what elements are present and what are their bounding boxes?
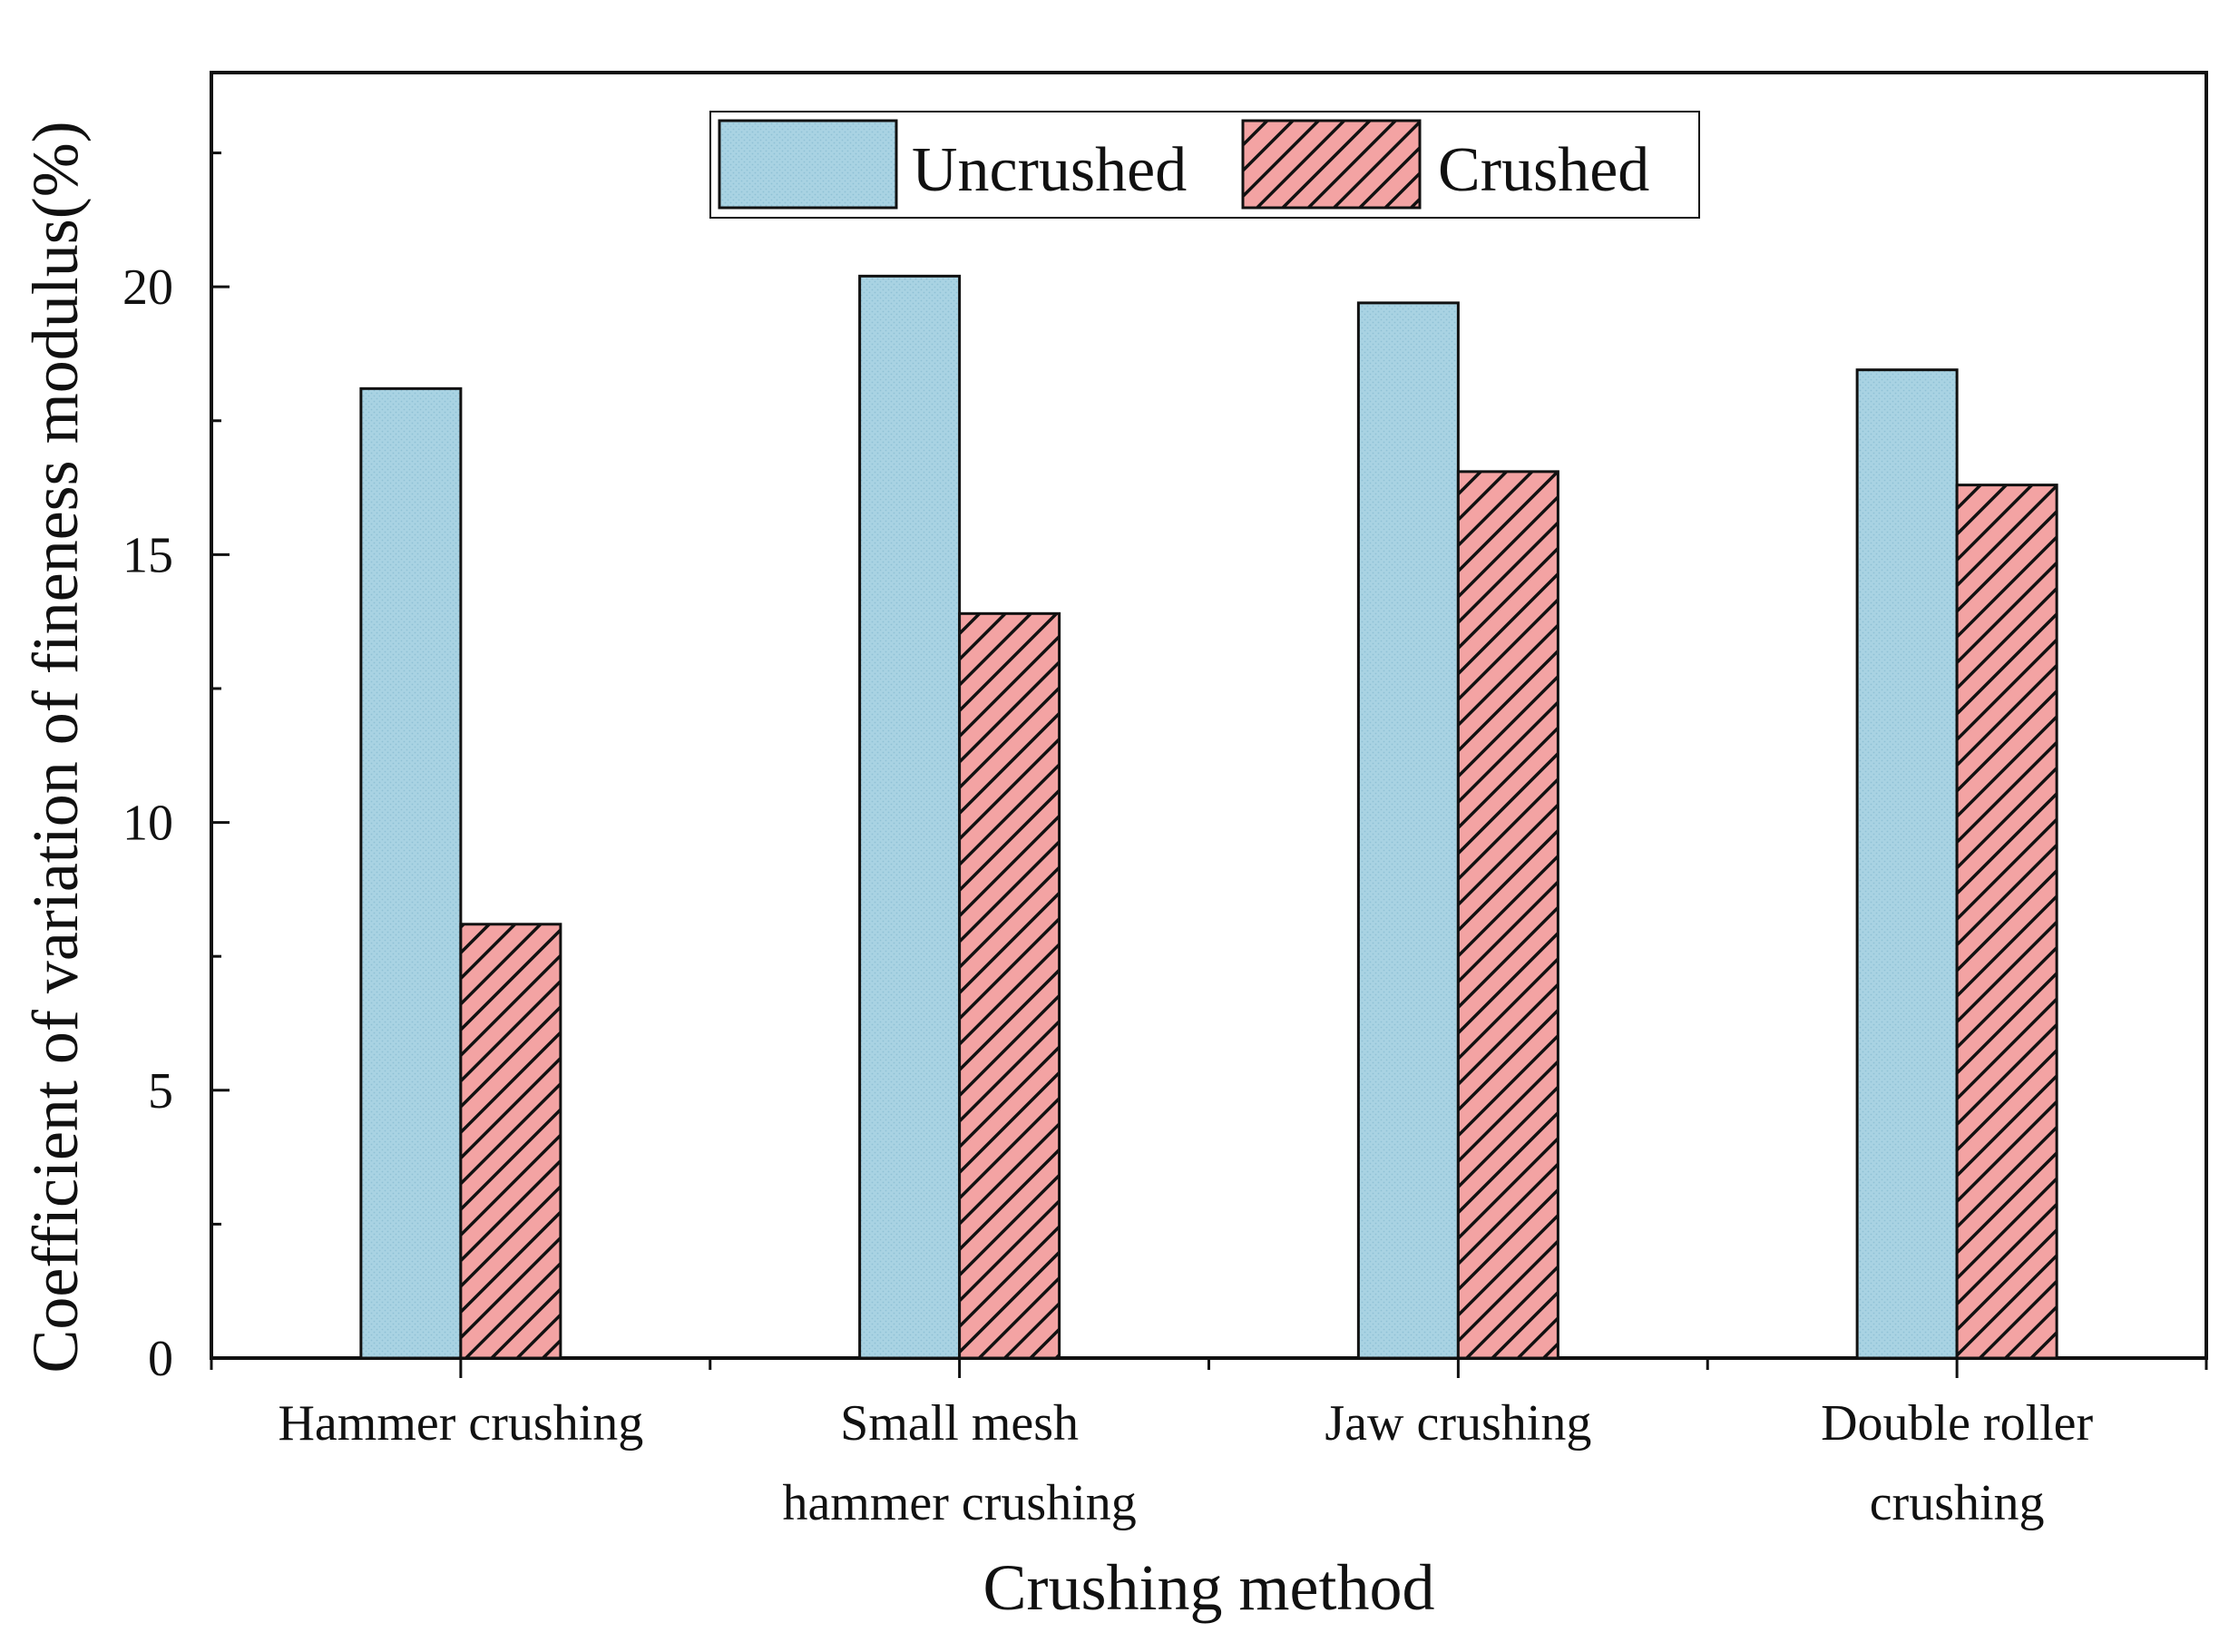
y-tick-label: 20 [122, 259, 173, 316]
bar-uncrushed-1 [359, 386, 463, 1360]
bar-crushed-4 [1955, 484, 2058, 1360]
x-category-label-line: Small mesh [840, 1395, 1079, 1452]
y-axis-title: Coefficient of variation of fineness mod… [19, 121, 92, 1373]
y-tick-label: 5 [148, 1063, 173, 1119]
x-category-label: Hammer crushing [278, 1395, 643, 1452]
y-tick-label: 10 [122, 796, 173, 852]
x-category-label-line: Jaw crushing [1325, 1395, 1591, 1452]
y-tick-label: 15 [122, 527, 173, 583]
x-axis-title: Crushing method [983, 1551, 1435, 1624]
legend-swatch-uncrushed [718, 119, 898, 210]
x-category-label-line: hammer crushing [782, 1475, 1136, 1531]
x-category-label-line: crushing [1870, 1475, 2045, 1531]
x-category-label: Small mesh hammer crushing [782, 1395, 1136, 1531]
bar-uncrushed-4 [1855, 368, 1959, 1360]
bar-crushed-2 [958, 611, 1061, 1360]
bar-crushed-1 [459, 923, 562, 1360]
legend: Uncrushed Crushed [709, 111, 1700, 219]
x-category-label-line: Double roller [1821, 1395, 2093, 1452]
legend-swatch-crushed [1241, 119, 1422, 210]
x-category-label-line: Hammer crushing [278, 1395, 643, 1452]
bar-uncrushed-2 [858, 274, 962, 1360]
bar-uncrushed-3 [1356, 301, 1460, 1360]
x-category-label: Jaw crushing [1325, 1395, 1591, 1452]
y-tick-label: 0 [148, 1331, 173, 1387]
legend-label-uncrushed: Uncrushed [912, 135, 1187, 205]
legend-label-crushed: Crushed [1438, 135, 1649, 205]
x-category-label: Double roller crushing [1821, 1395, 2093, 1531]
bar-crushed-3 [1456, 470, 1559, 1360]
